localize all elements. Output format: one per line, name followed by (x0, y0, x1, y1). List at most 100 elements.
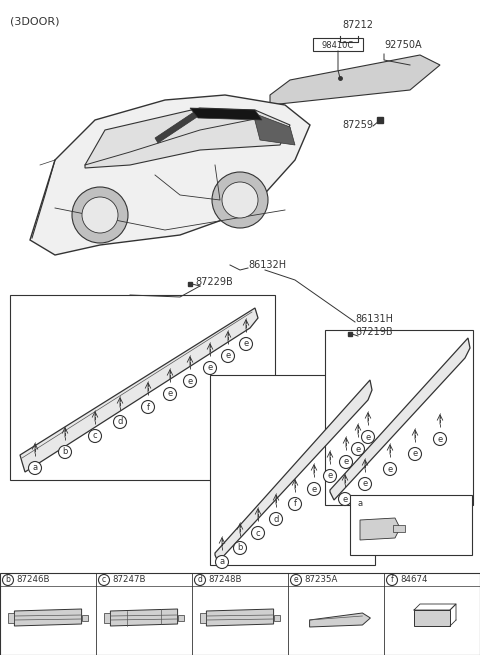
Text: 87235A: 87235A (304, 576, 337, 584)
Text: 87245B: 87245B (370, 499, 408, 509)
Polygon shape (85, 108, 290, 168)
Circle shape (339, 455, 352, 468)
Bar (313, 38, 363, 51)
Polygon shape (206, 609, 274, 626)
Text: c: c (256, 529, 260, 538)
Text: e: e (243, 339, 249, 348)
Circle shape (233, 542, 247, 555)
Bar (325, 330, 473, 505)
Polygon shape (215, 380, 372, 562)
Circle shape (252, 527, 264, 540)
Text: 92750A: 92750A (384, 40, 421, 50)
Text: f: f (391, 576, 394, 584)
Circle shape (222, 182, 258, 218)
Circle shape (338, 493, 351, 506)
Circle shape (361, 430, 374, 443)
Text: e: e (412, 449, 418, 458)
Text: 87219B: 87219B (355, 327, 393, 337)
Circle shape (212, 172, 268, 228)
Text: c: c (93, 432, 97, 441)
Polygon shape (110, 609, 178, 626)
Text: 87212: 87212 (343, 20, 373, 30)
Text: d: d (117, 417, 123, 426)
Polygon shape (310, 613, 371, 627)
Bar (9, 613, 14, 623)
Text: 87229B: 87229B (195, 277, 233, 287)
Circle shape (113, 415, 127, 428)
Text: d: d (273, 514, 279, 523)
Text: e: e (387, 464, 393, 474)
Bar (393, 525, 405, 532)
Polygon shape (155, 108, 200, 143)
Text: 87247B: 87247B (112, 576, 145, 584)
Text: a: a (219, 557, 225, 567)
Text: e: e (294, 576, 298, 584)
Circle shape (269, 512, 283, 525)
Bar (414, 610, 450, 626)
Circle shape (290, 574, 301, 586)
Circle shape (98, 574, 109, 586)
Text: e: e (327, 472, 333, 481)
Polygon shape (20, 308, 258, 472)
Text: e: e (365, 432, 371, 441)
Polygon shape (270, 55, 440, 105)
Circle shape (288, 498, 301, 510)
Text: e: e (312, 485, 317, 493)
Text: a: a (33, 464, 37, 472)
Text: c: c (102, 576, 106, 584)
Circle shape (359, 477, 372, 491)
Text: 87246B: 87246B (16, 576, 49, 584)
Bar (178, 615, 183, 621)
Bar (0, 573, 480, 655)
Text: e: e (207, 364, 213, 373)
Text: e: e (362, 479, 368, 489)
Text: b: b (6, 576, 11, 584)
Text: d: d (198, 576, 203, 584)
Circle shape (183, 375, 196, 388)
Bar (274, 615, 279, 621)
Text: 84674: 84674 (400, 576, 428, 584)
Bar (105, 613, 110, 623)
Text: f: f (146, 403, 149, 411)
Bar (201, 613, 206, 623)
Text: (3DOOR): (3DOOR) (10, 16, 60, 26)
Polygon shape (330, 338, 470, 500)
Text: e: e (226, 352, 230, 360)
Text: e: e (355, 445, 360, 453)
Text: e: e (168, 390, 173, 398)
Bar (350, 495, 472, 555)
Polygon shape (14, 609, 82, 626)
Text: e: e (343, 457, 348, 466)
Text: b: b (62, 447, 68, 457)
Circle shape (240, 337, 252, 350)
Circle shape (386, 574, 397, 586)
Circle shape (408, 447, 421, 460)
Text: 87259: 87259 (343, 120, 373, 130)
Circle shape (88, 430, 101, 443)
Text: e: e (437, 434, 443, 443)
Circle shape (204, 362, 216, 375)
Circle shape (308, 483, 321, 495)
Circle shape (351, 443, 364, 455)
Bar (210, 375, 375, 565)
Circle shape (28, 462, 41, 474)
Polygon shape (30, 95, 310, 255)
Text: b: b (237, 544, 243, 553)
Bar (10, 295, 275, 480)
Circle shape (433, 432, 446, 445)
Circle shape (194, 574, 205, 586)
Circle shape (164, 388, 177, 400)
Circle shape (384, 462, 396, 476)
Circle shape (324, 470, 336, 483)
Text: 86132H: 86132H (248, 260, 286, 270)
Circle shape (142, 400, 155, 413)
Circle shape (221, 350, 235, 362)
Text: e: e (187, 377, 192, 386)
Circle shape (82, 197, 118, 233)
Polygon shape (360, 518, 400, 540)
Text: 87248B: 87248B (208, 576, 241, 584)
Circle shape (354, 498, 366, 510)
Text: f: f (293, 500, 297, 508)
Circle shape (2, 574, 13, 586)
Polygon shape (253, 113, 295, 145)
